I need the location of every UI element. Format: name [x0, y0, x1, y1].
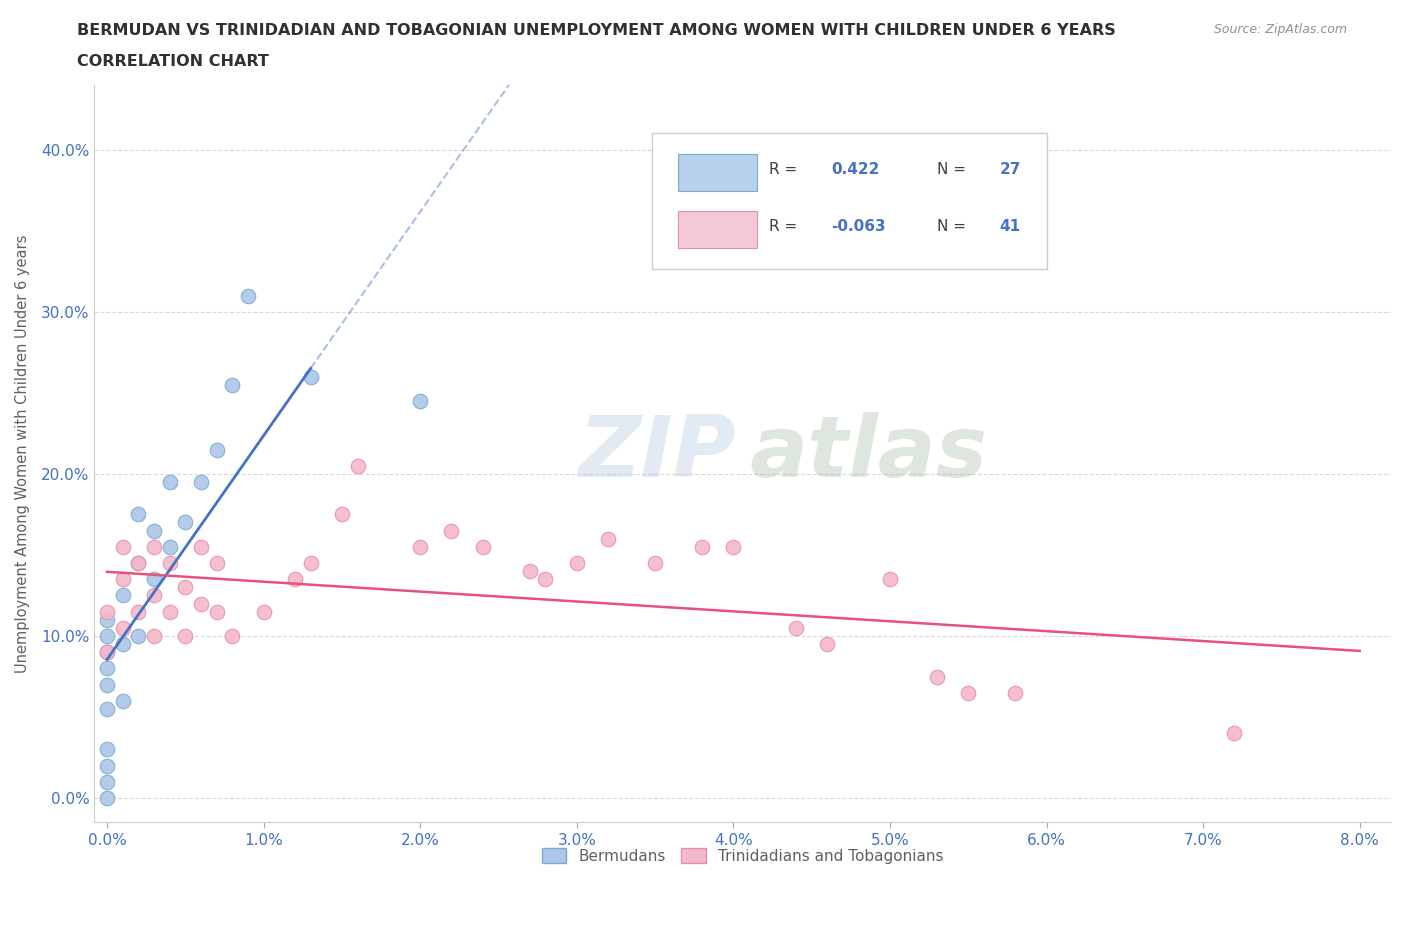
Text: 0.422: 0.422 [831, 162, 879, 177]
Text: 41: 41 [1000, 219, 1021, 233]
Point [690, 539, 713, 554]
Point [190, 539, 212, 554]
Text: BERMUDAN VS TRINIDADIAN AND TOBAGONIAN UNEMPLOYMENT AMONG WOMEN WITH CHILDREN UN: BERMUDAN VS TRINIDADIAN AND TOBAGONIAN U… [77, 23, 1116, 38]
Point [111, 620, 134, 635]
Point [143, 572, 166, 587]
Point [96, 677, 118, 692]
Point [127, 507, 149, 522]
Point [96, 644, 118, 659]
Point [96, 758, 118, 773]
Point [284, 572, 307, 587]
Point [111, 539, 134, 554]
Point [159, 555, 181, 570]
Point [127, 604, 149, 619]
Point [925, 669, 948, 684]
Text: R =: R = [769, 219, 801, 233]
Point [409, 539, 432, 554]
Point [440, 524, 463, 538]
Text: 27: 27 [1000, 162, 1021, 177]
Point [111, 572, 134, 587]
Point [96, 612, 118, 627]
Point [143, 539, 166, 554]
Text: Source: ZipAtlas.com: Source: ZipAtlas.com [1213, 23, 1347, 36]
Point [111, 588, 134, 603]
Point [159, 604, 181, 619]
Text: -0.063: -0.063 [831, 219, 886, 233]
Point [519, 564, 541, 578]
Point [815, 637, 838, 652]
Point [96, 644, 118, 659]
Text: atlas: atlas [749, 412, 987, 495]
Point [96, 742, 118, 757]
Point [127, 629, 149, 644]
Point [96, 661, 118, 676]
Text: N =: N = [938, 219, 972, 233]
Point [96, 775, 118, 790]
Point [190, 474, 212, 489]
Point [299, 369, 322, 384]
Point [96, 701, 118, 716]
Point [143, 629, 166, 644]
Point [596, 531, 619, 546]
Text: ZIP: ZIP [579, 412, 737, 495]
Point [127, 555, 149, 570]
FancyBboxPatch shape [652, 133, 1047, 269]
Point [346, 458, 368, 473]
Point [236, 288, 259, 303]
Point [96, 629, 118, 644]
Point [96, 790, 118, 805]
Point [143, 588, 166, 603]
Text: R =: R = [769, 162, 801, 177]
FancyBboxPatch shape [678, 153, 756, 192]
Point [409, 393, 432, 408]
Point [159, 474, 181, 489]
Text: N =: N = [938, 162, 972, 177]
Point [205, 555, 228, 570]
Point [644, 555, 666, 570]
Point [1223, 725, 1246, 740]
Point [252, 604, 274, 619]
Point [205, 442, 228, 457]
Point [174, 580, 197, 595]
Point [330, 507, 353, 522]
Point [174, 515, 197, 530]
Point [111, 694, 134, 709]
Y-axis label: Unemployment Among Women with Children Under 6 years: Unemployment Among Women with Children U… [15, 234, 30, 672]
Point [221, 629, 243, 644]
Point [127, 555, 149, 570]
FancyBboxPatch shape [678, 210, 756, 248]
Point [534, 572, 557, 587]
Point [221, 378, 243, 392]
Point [1004, 685, 1026, 700]
Point [143, 524, 166, 538]
Point [471, 539, 494, 554]
Point [299, 555, 322, 570]
Point [174, 629, 197, 644]
Point [565, 555, 588, 570]
Point [159, 539, 181, 554]
Point [785, 620, 807, 635]
Text: CORRELATION CHART: CORRELATION CHART [77, 54, 269, 69]
Point [879, 572, 901, 587]
Point [957, 685, 980, 700]
Point [96, 604, 118, 619]
Legend: Bermudans, Trinidadians and Tobagonians: Bermudans, Trinidadians and Tobagonians [536, 843, 949, 870]
Point [205, 604, 228, 619]
Point [111, 637, 134, 652]
Point [723, 539, 745, 554]
Point [190, 596, 212, 611]
